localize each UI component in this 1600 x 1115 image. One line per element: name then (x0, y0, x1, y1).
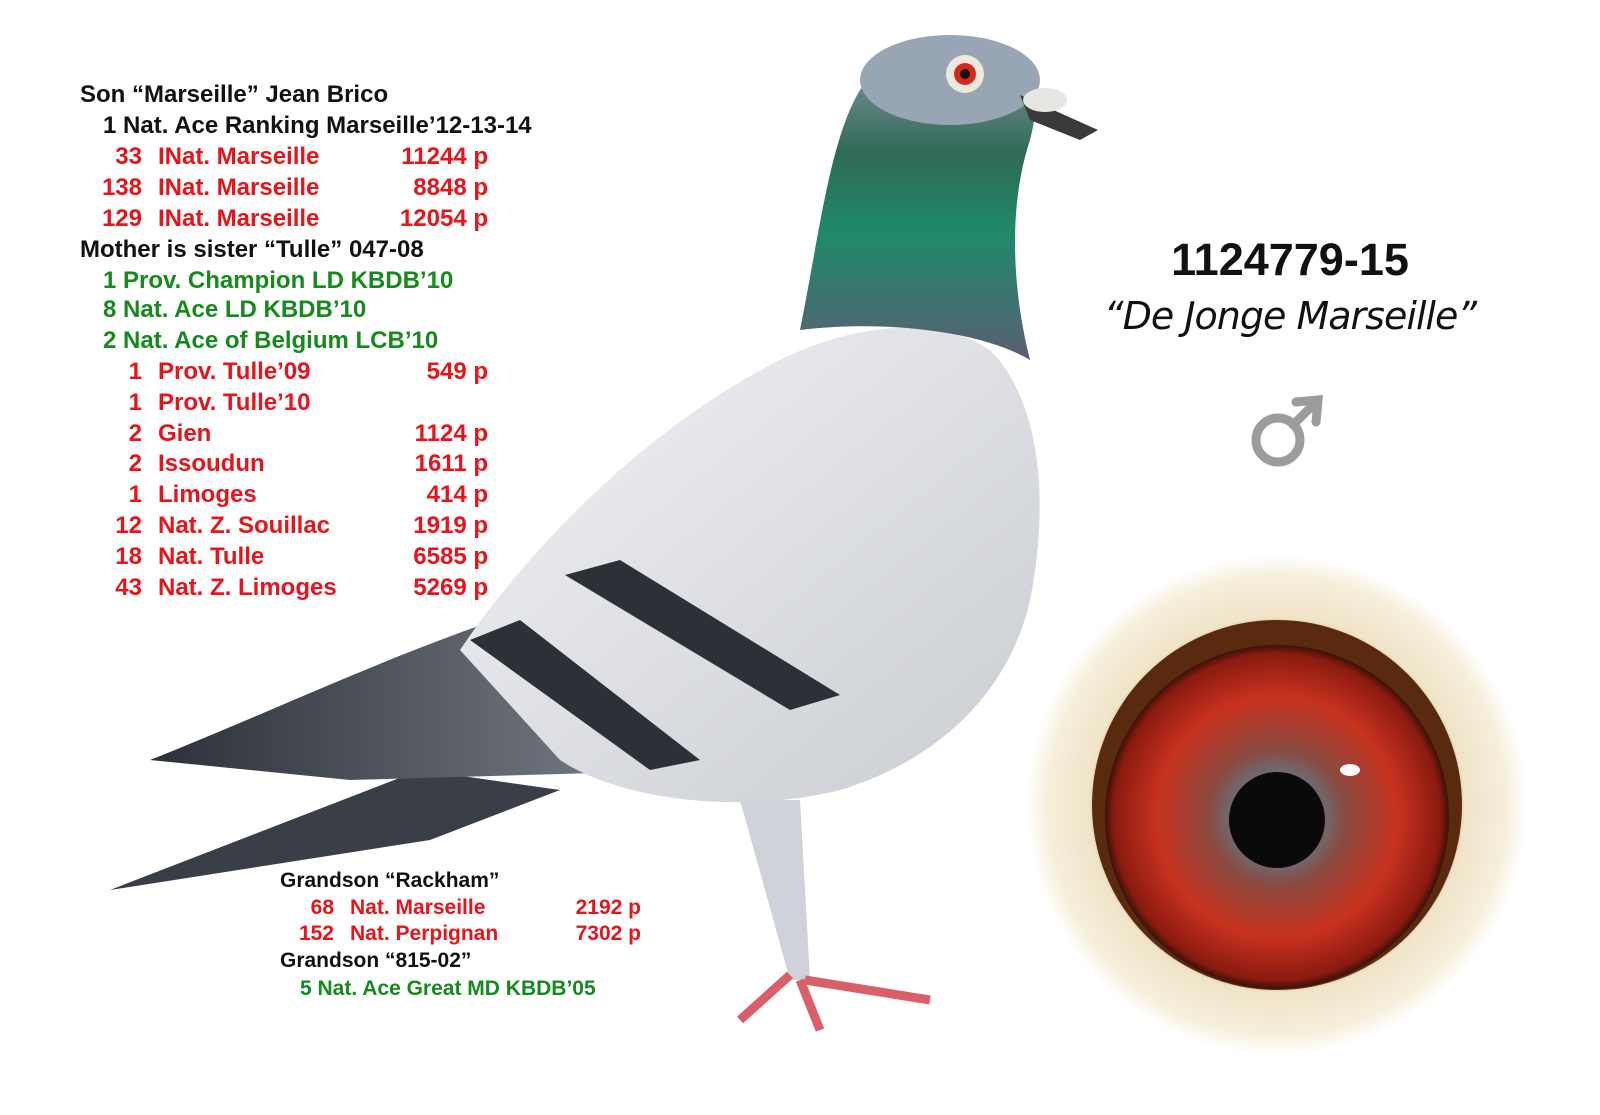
result-birds: 7302 p (575, 922, 641, 945)
ring-number: 1124779-15 (1171, 234, 1409, 285)
result-birds: 2192 p (575, 896, 641, 919)
result-race: Nat. Perpignan (350, 922, 499, 945)
grandson-heading: Grandson “815-02” (280, 949, 472, 972)
result-birds: 12054 p (399, 205, 488, 232)
dam-heading: Mother is sister “Tulle” 047-08 (80, 236, 424, 263)
dam-title: 1 Prov. Champion LD KBDB’10 (103, 267, 454, 294)
result-rank: 129 (101, 205, 142, 232)
pigeon-name: “De Jonge Marseille” (1103, 294, 1477, 338)
result-birds: 5269 p (413, 573, 488, 601)
male-symbol-icon (1251, 395, 1323, 467)
result-birds: 11244 p (401, 143, 488, 170)
result-birds: 8848 p (413, 174, 488, 201)
result-rank: 18 (115, 542, 142, 570)
result-rank: 1 (128, 388, 142, 416)
result-rank: 2 (128, 450, 142, 478)
result-rank: 43 (115, 573, 142, 601)
result-race: INat. Marseille (158, 143, 320, 170)
result-rank: 1 (128, 358, 142, 385)
dam-title: 8 Nat. Ace LD KBDB’10 (103, 296, 367, 323)
result-birds: 1919 p (413, 512, 488, 539)
sire-title: 1 Nat. Ace Ranking Marseille’12-13-14 (103, 112, 532, 139)
result-race: Prov. Tulle’10 (158, 388, 311, 416)
dam-title: 2 Nat. Ace of Belgium LCB’10 (103, 327, 439, 354)
grandson-title: 5 Nat. Ace Great MD KBDB’05 (300, 977, 596, 1000)
result-race: INat. Marseille (158, 174, 320, 201)
result-rank: 138 (101, 174, 142, 201)
eye-closeup-photo (1027, 555, 1527, 1055)
result-race: Nat. Z. Limoges (158, 573, 337, 601)
result-rank: 2 (128, 419, 142, 447)
result-rank: 12 (115, 512, 142, 539)
result-rank: 68 (310, 896, 334, 919)
result-rank: 152 (298, 922, 334, 945)
result-race: Nat. Tulle (158, 542, 265, 570)
result-race: Gien (158, 419, 212, 447)
result-rank: 33 (115, 143, 142, 170)
sire-heading: Son “Marseille” Jean Brico (80, 81, 389, 108)
result-race: Nat. Marseille (350, 896, 486, 919)
result-birds: 1611 p (414, 450, 488, 478)
result-race: Issoudun (158, 450, 265, 478)
result-birds: 549 p (426, 358, 488, 385)
grandson-heading: Grandson “Rackham” (280, 869, 500, 892)
result-birds: 414 p (426, 481, 488, 509)
result-rank: 1 (128, 481, 142, 509)
result-race: Prov. Tulle’09 (158, 358, 311, 385)
result-birds: 6585 p (413, 542, 488, 570)
result-birds: 1124 p (414, 419, 488, 447)
result-race: Limoges (158, 481, 257, 509)
result-race: Nat. Z. Souillac (158, 512, 331, 539)
result-race: INat. Marseille (158, 205, 320, 232)
